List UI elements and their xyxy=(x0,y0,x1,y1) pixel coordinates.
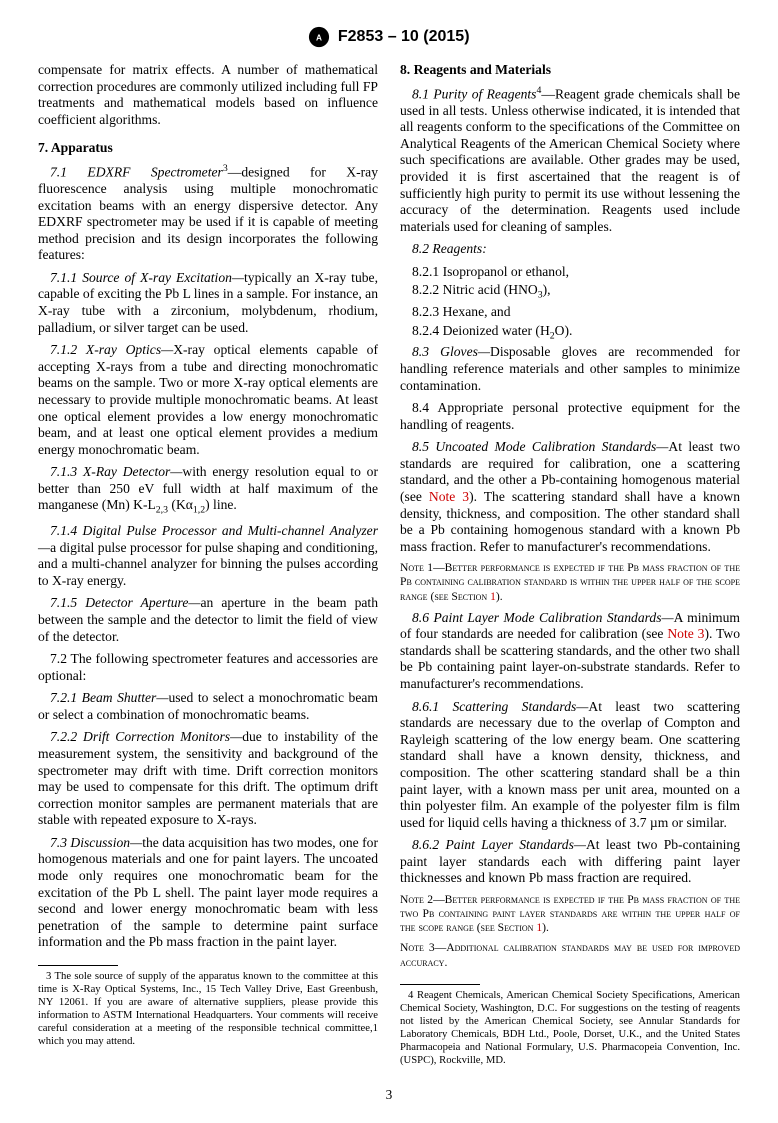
para-8-2-3: 8.2.3 Hexane, and xyxy=(400,304,740,321)
para-8-5: 8.5 Uncoated Mode Calibration Standards—… xyxy=(400,439,740,555)
left-column: compensate for matrix effects. A number … xyxy=(38,62,378,1069)
page-number: 3 xyxy=(38,1087,740,1103)
two-column-body: compensate for matrix effects. A number … xyxy=(38,62,740,1069)
para-8-4: 8.4 Appropriate personal protective equi… xyxy=(400,400,740,433)
footnote-rule-left xyxy=(38,965,118,966)
footnote-4: 4 Reagent Chemicals, American Chemical S… xyxy=(400,989,740,1067)
para-8-1: 8.1 Purity of Reagents4—Reagent grade ch… xyxy=(400,85,740,236)
astm-logo-icon: A xyxy=(308,26,330,48)
para-7-3: 7.3 Discussion—the data acquisition has … xyxy=(38,835,378,951)
footnote-rule-right xyxy=(400,984,480,985)
footnote-3: 3 The sole source of supply of the appar… xyxy=(38,970,378,1048)
link-note-3b[interactable]: Note 3 xyxy=(667,626,704,641)
note-2: Note 2—Better performance is expected if… xyxy=(400,893,740,935)
para-7-1: 7.1 EDXRF Spectrometer3—designed for X-r… xyxy=(38,163,378,264)
page-header: A F2853 – 10 (2015) xyxy=(38,26,740,48)
para-7-1-4: 7.1.4 Digital Pulse Processor and Multi-… xyxy=(38,523,378,589)
intro-para: compensate for matrix effects. A number … xyxy=(38,62,378,128)
section-7-head: 7. Apparatus xyxy=(38,140,378,157)
para-8-6-2: 8.6.2 Paint Layer Standards—At least two… xyxy=(400,837,740,887)
link-note-3a[interactable]: Note 3 xyxy=(429,489,469,504)
para-8-6-1: 8.6.1 Scattering Standards—At least two … xyxy=(400,699,740,832)
para-7-2-2: 7.2.2 Drift Correction Monitors—due to i… xyxy=(38,729,378,828)
para-7-2-1: 7.2.1 Beam Shutter—used to select a mono… xyxy=(38,690,378,723)
para-7-1-5: 7.1.5 Detector Aperture—an aperture in t… xyxy=(38,595,378,645)
right-column: 8. Reagents and Materials 8.1 Purity of … xyxy=(400,62,740,1069)
para-7-1-2: 7.1.2 X-ray Optics—X-ray optical element… xyxy=(38,342,378,458)
para-7-1-3: 7.1.3 X-Ray Detector—with energy resolut… xyxy=(38,464,378,517)
para-8-3: 8.3 Gloves—Disposable gloves are recomme… xyxy=(400,344,740,394)
para-7-2: 7.2 The following spectrometer features … xyxy=(38,651,378,684)
designation: F2853 – 10 (2015) xyxy=(338,28,470,45)
section-8-head: 8. Reagents and Materials xyxy=(400,62,740,79)
para-8-2-4: 8.2.4 Deionized water (H2O). xyxy=(400,323,740,343)
note-1: Note 1—Better performance is expected if… xyxy=(400,561,740,603)
para-8-2-2: 8.2.2 Nitric acid (HNO3), xyxy=(400,282,740,302)
note-3: Note 3—Additional calibration standards … xyxy=(400,941,740,969)
para-7-1-1: 7.1.1 Source of X-ray Excitation—typical… xyxy=(38,270,378,336)
para-8-2-1: 8.2.1 Isopropanol or ethanol, xyxy=(400,264,740,281)
svg-text:A: A xyxy=(316,34,322,43)
para-8-6: 8.6 Paint Layer Mode Calibration Standar… xyxy=(400,610,740,693)
para-8-2: 8.2 Reagents: xyxy=(400,241,740,258)
